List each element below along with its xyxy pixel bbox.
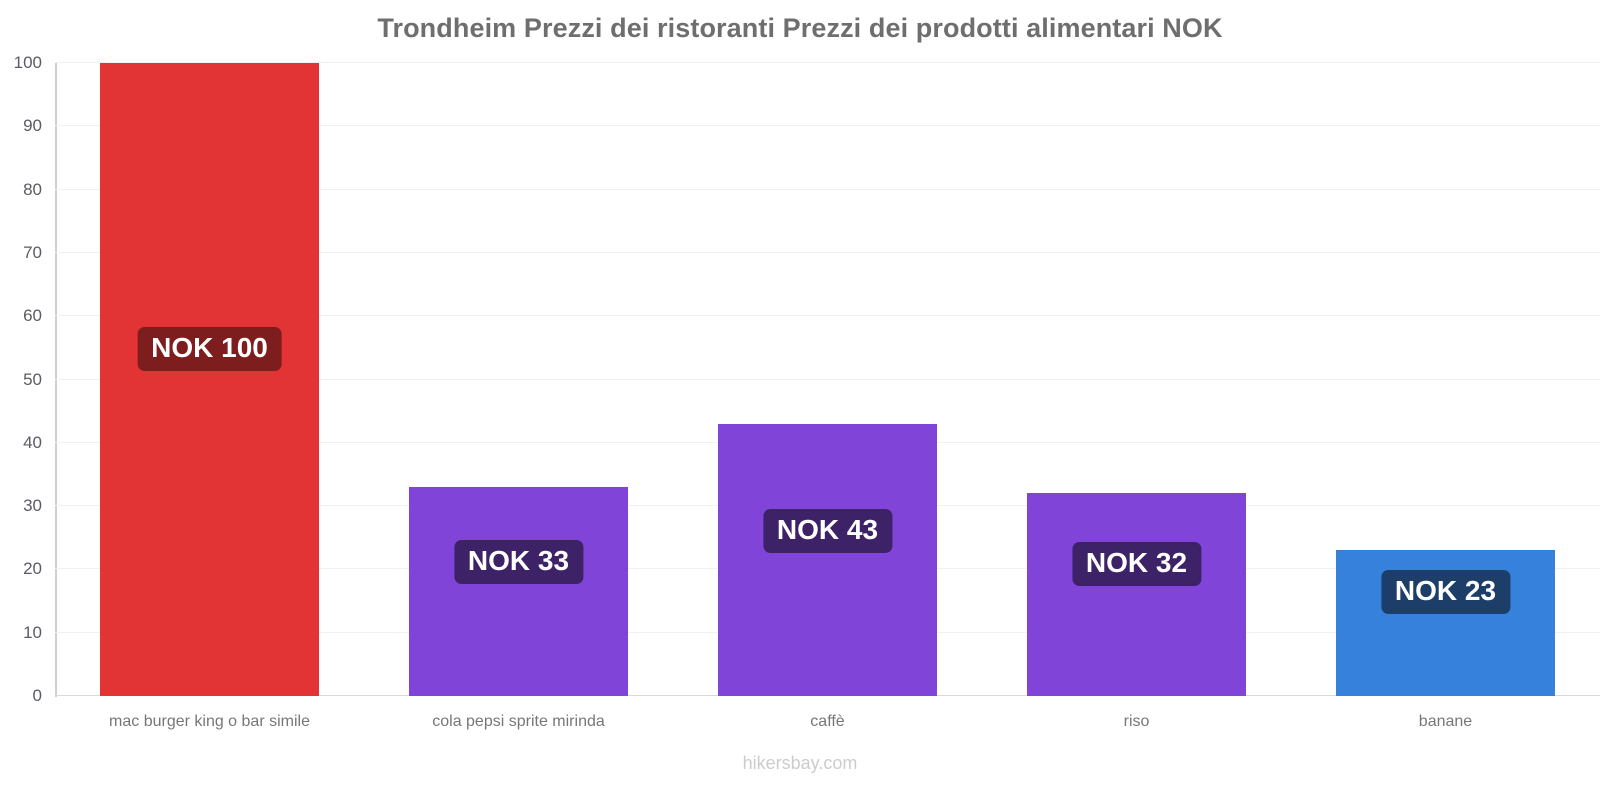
x-tick-label-0: mac burger king o bar simile	[109, 713, 310, 730]
y-tick-label-30: 30	[23, 496, 42, 516]
gridline-90	[55, 125, 1600, 127]
y-tick-label-80: 80	[23, 179, 42, 199]
y-tick-label-10: 10	[23, 622, 42, 642]
x-tick-label-2: caffè	[810, 713, 845, 730]
bar-value-label-2: NOK 43	[762, 509, 893, 553]
bar-0[interactable]	[100, 63, 319, 696]
y-tick-label-70: 70	[23, 242, 42, 262]
x-tick-label-4: banane	[1418, 713, 1473, 730]
y-tick-label-100: 100	[13, 53, 42, 72]
gridline-60	[55, 315, 1600, 317]
gridline-80	[55, 188, 1600, 190]
bar-value-label-0: NOK 100	[137, 327, 282, 371]
gridline-70	[55, 251, 1600, 253]
footer-credit: hikersbay.com	[742, 753, 858, 773]
y-tick-label-40: 40	[23, 432, 42, 452]
y-tick-label-60: 60	[23, 306, 42, 326]
bar-value-label-3: NOK 32	[1071, 542, 1202, 586]
gridline-50	[55, 378, 1600, 380]
y-tick-label-0: 0	[32, 686, 42, 705]
gridline-100	[55, 62, 1600, 63]
y-axis-line	[55, 63, 57, 697]
chart-title: Trondheim Prezzi dei ristoranti Prezzi d…	[377, 13, 1223, 43]
bar-2[interactable]	[718, 423, 937, 696]
bar-value-label-1: NOK 33	[453, 540, 584, 584]
bar-1[interactable]	[409, 487, 628, 696]
y-tick-label-20: 20	[23, 559, 42, 579]
plot-area: NOK 100 NOK 33 NOK 43 NOK 32 NOK 23	[55, 62, 1600, 696]
y-tick-label-50: 50	[23, 369, 42, 389]
bar-3[interactable]	[1027, 493, 1246, 696]
x-tick-label-3: riso	[1123, 713, 1150, 730]
y-tick-label-90: 90	[23, 116, 42, 136]
bar-value-label-4: NOK 23	[1380, 570, 1511, 614]
x-tick-label-1: cola pepsi sprite mirinda	[432, 713, 605, 730]
